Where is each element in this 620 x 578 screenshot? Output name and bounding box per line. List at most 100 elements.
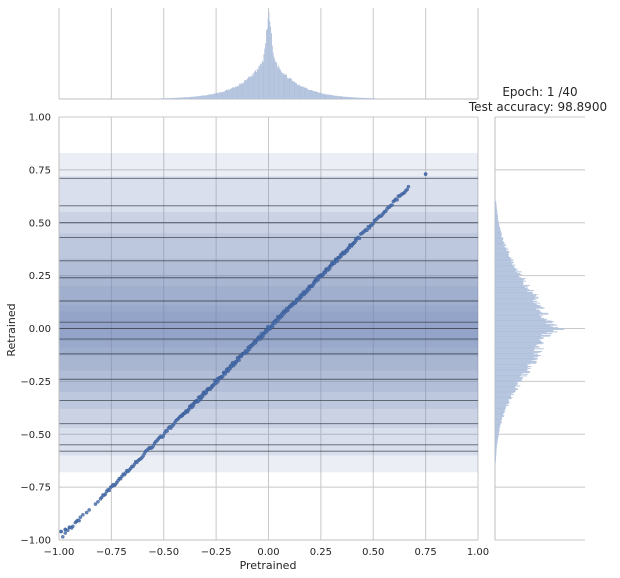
right-hist-bar-117 [495, 363, 536, 364]
right-hist-bar-104 [495, 374, 528, 375]
top-hist-bar-113 [254, 72, 255, 99]
top-hist-bar-159 [293, 82, 294, 99]
right-hist-bar-160 [495, 326, 553, 327]
top-hist-bar-99 [243, 83, 244, 99]
right-hist-bar-169 [495, 319, 547, 320]
top-hist-bar-151 [286, 75, 287, 99]
top-hist-bar-127 [266, 30, 267, 99]
top-hist-bar-216 [341, 96, 342, 99]
right-hist-bar-4 [495, 458, 496, 459]
scatter-point-400 [407, 185, 410, 188]
right-hist-bar-16 [495, 448, 497, 449]
top-marginal-histogram [160, 12, 379, 99]
right-hist-bar-8 [495, 455, 496, 456]
top-hist-bar-229 [351, 97, 352, 99]
right-hist-bar-307 [495, 202, 496, 203]
right-hist-bar-300 [495, 208, 497, 209]
top-hist-bar-103 [246, 80, 247, 99]
right-hist-bar-221 [495, 275, 519, 276]
right-hist-bar-210 [495, 284, 523, 285]
top-hist-bar-176 [307, 89, 308, 99]
right-hist-bar-204 [495, 289, 529, 290]
right-hist-bar-63 [495, 408, 506, 409]
right-hist-bar-232 [495, 265, 513, 266]
right-hist-bar-243 [495, 256, 509, 257]
scatter-point-68 [166, 429, 169, 432]
right-hist-bar-35 [495, 432, 499, 433]
scatter-point-13 [94, 502, 97, 505]
right-hist-bar-83 [495, 392, 515, 393]
right-hist-bar-277 [495, 227, 500, 228]
top-hist-bar-175 [306, 88, 307, 99]
top-hist-bar-185 [315, 92, 316, 99]
top-hist-bar-165 [298, 85, 299, 99]
right-hist-bar-75 [495, 398, 511, 399]
top-hist-bar-197 [325, 94, 326, 99]
top-hist-bar-248 [367, 98, 368, 99]
right-hist-bar-157 [495, 329, 564, 330]
top-hist-bar-106 [248, 76, 249, 99]
top-hist-bar-169 [301, 86, 302, 99]
right-hist-bar-285 [495, 221, 498, 222]
right-hist-bar-249 [495, 251, 509, 252]
top-hist-bar-8 [166, 98, 167, 99]
right-hist-bar-170 [495, 318, 544, 319]
right-hist-bar-31 [495, 436, 499, 437]
right-hist-bar-218 [495, 277, 521, 278]
right-hist-bar-284 [495, 221, 499, 222]
right-hist-bar-3 [495, 459, 496, 460]
right-hist-bar-195 [495, 297, 538, 298]
top-hist-bar-79 [226, 90, 227, 99]
right-hist-bar-1 [495, 461, 496, 462]
right-hist-bar-269 [495, 234, 502, 235]
top-hist-bar-155 [289, 78, 290, 99]
top-hist-bar-191 [320, 93, 321, 99]
chart-title-epoch: Epoch: 1 /40 [502, 85, 577, 99]
top-hist-bar-28 [183, 97, 184, 99]
top-hist-bar-65 [214, 93, 215, 99]
right-hist-bar-108 [495, 370, 527, 371]
right-hist-bar-14 [495, 450, 497, 451]
right-hist-bar-212 [495, 282, 523, 283]
right-hist-bar-233 [495, 265, 515, 266]
right-hist-bar-43 [495, 425, 500, 426]
top-hist-bar-50 [201, 96, 202, 99]
right-hist-bar-41 [495, 427, 500, 428]
right-hist-bar-114 [495, 365, 528, 366]
top-hist-bar-57 [207, 95, 208, 99]
top-hist-bar-236 [357, 98, 358, 99]
top-hist-bar-189 [318, 93, 319, 99]
top-hist-bar-102 [245, 80, 246, 99]
top-hist-bar-171 [303, 87, 304, 99]
right-hist-bar-134 [495, 348, 544, 349]
right-hist-bar-2 [495, 460, 496, 461]
right-hist-bar-296 [495, 211, 497, 212]
top-hist-bar-29 [184, 97, 185, 99]
top-hist-bar-75 [222, 92, 223, 99]
top-hist-bar-110 [252, 74, 253, 99]
top-hist-bar-43 [196, 96, 197, 99]
right-hist-bar-231 [495, 266, 515, 267]
right-hist-bar-0 [495, 462, 496, 463]
top-hist-bar-136 [274, 57, 275, 99]
right-hist-bar-115 [495, 364, 527, 365]
top-hist-bar-187 [316, 92, 317, 99]
top-hist-bar-186 [315, 92, 316, 99]
scatter-point-401 [59, 530, 62, 533]
right-hist-bar-175 [495, 314, 548, 315]
right-hist-bar-196 [495, 296, 535, 297]
right-hist-bar-127 [495, 354, 538, 355]
right-hist-bar-103 [495, 375, 521, 376]
top-hist-bar-53 [204, 95, 205, 99]
top-hist-bar-51 [202, 96, 203, 99]
top-hist-bar-94 [238, 86, 239, 99]
right-hist-bar-259 [495, 243, 505, 244]
top-hist-bar-16 [173, 98, 174, 99]
top-hist-bar-121 [261, 64, 262, 99]
top-hist-bar-86 [232, 88, 233, 99]
right-hist-bar-270 [495, 233, 502, 234]
right-hist-bar-286 [495, 220, 498, 221]
right-hist-bar-267 [495, 236, 501, 237]
scatter-point-328 [336, 260, 339, 263]
top-hist-bar-212 [337, 96, 338, 99]
